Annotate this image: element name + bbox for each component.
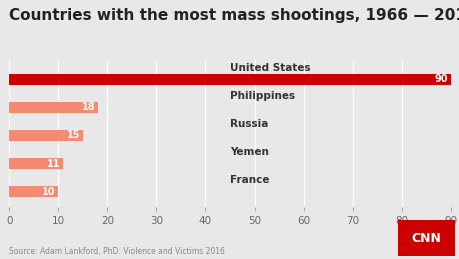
Bar: [9, 130, 83, 141]
Text: Russia: Russia: [230, 119, 268, 129]
Text: 18: 18: [81, 102, 95, 112]
Text: Philippines: Philippines: [230, 91, 295, 101]
Text: Yemen: Yemen: [230, 147, 269, 157]
Text: Source: Adam Lankford, PhD: Violence and Victims 2016: Source: Adam Lankford, PhD: Violence and…: [9, 247, 224, 256]
Text: 15: 15: [67, 131, 80, 140]
Text: United States: United States: [230, 63, 310, 73]
Text: France: France: [230, 175, 269, 185]
Bar: [9, 158, 63, 169]
Text: 11: 11: [47, 159, 61, 169]
Text: CNN: CNN: [411, 232, 441, 245]
Text: 10: 10: [42, 187, 56, 197]
Text: Countries with the most mass shootings, 1966 — 2012: Countries with the most mass shootings, …: [9, 8, 459, 23]
Bar: [9, 186, 58, 197]
Bar: [9, 74, 450, 85]
Text: 90: 90: [434, 74, 448, 84]
Bar: [9, 102, 97, 113]
